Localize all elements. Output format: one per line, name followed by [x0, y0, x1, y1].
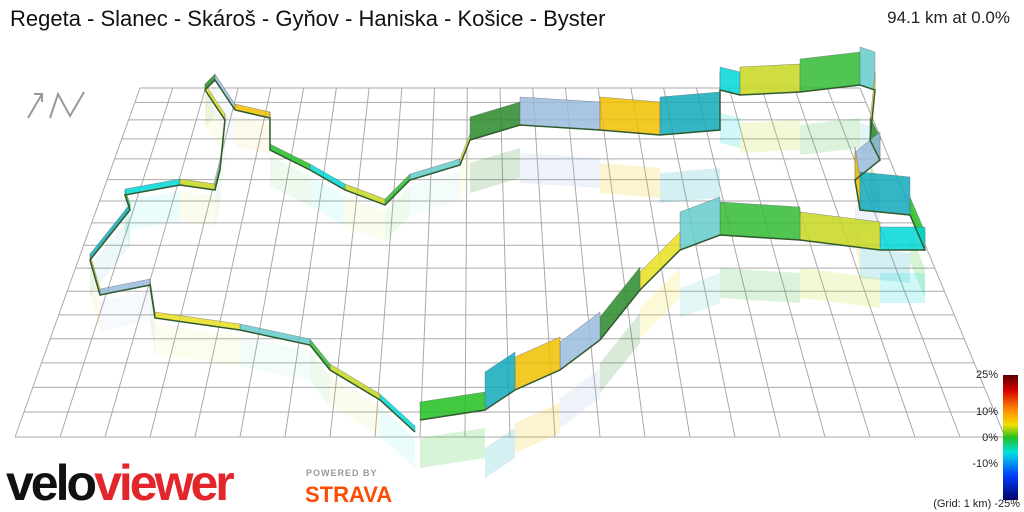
route-wall: [599, 96, 661, 136]
route-shadow: [600, 163, 660, 198]
route-line: [89, 78, 927, 433]
route-shadow: [800, 118, 860, 155]
route: [89, 46, 927, 478]
route-shadow: [90, 266, 100, 331]
route-shadow: [330, 376, 380, 436]
route-shadow: [660, 168, 720, 203]
route-wall: [659, 91, 721, 136]
route-wall: [419, 391, 486, 421]
route-shadow: [205, 96, 225, 156]
legend-label: 0%: [982, 432, 998, 444]
powered-by: POWERED BY: [306, 468, 378, 478]
grid-line: [419, 87, 436, 438]
route-shadow: [380, 406, 415, 468]
route-shadow: [310, 176, 345, 226]
route-shadow: [220, 126, 225, 206]
route-shadow: [270, 156, 310, 206]
route-wall: [484, 351, 516, 411]
legend-label: 25%: [976, 369, 998, 381]
route-shadow: [680, 273, 720, 318]
route-shadow: [90, 216, 130, 296]
grid-line: [329, 87, 370, 438]
route-shadow: [640, 268, 680, 338]
route-shadow: [150, 291, 155, 354]
grid-line: [284, 87, 337, 438]
route-shadow: [155, 324, 240, 366]
grid-line: [194, 87, 272, 438]
route-wall: [879, 226, 926, 251]
grid-line: [464, 87, 468, 438]
route-wall: [739, 63, 801, 96]
route-wall: [859, 46, 876, 91]
route-shadow: [880, 273, 925, 303]
grid-line: [794, 87, 916, 438]
route-shadow: [470, 148, 520, 193]
grid-line: [826, 87, 961, 438]
grid-line: [728, 87, 826, 438]
route-shadow: [180, 191, 215, 226]
route-shadow: [485, 428, 515, 478]
grid-line: [859, 87, 1006, 438]
route-wall: [469, 101, 521, 141]
route-shadow: [345, 196, 385, 241]
legend-label: -10%: [972, 458, 998, 470]
logo-viewer: viewer: [94, 455, 234, 511]
route-shadow: [235, 116, 270, 154]
grid-line: [239, 87, 305, 438]
grid-line: [695, 87, 781, 438]
route-shadow: [860, 248, 910, 283]
route-title: Regeta - Slanec - Skároš - Gyňov - Hanis…: [10, 6, 606, 31]
route-shadow: [385, 186, 410, 241]
route-shadow: [560, 368, 600, 428]
route-shadow: [520, 153, 600, 188]
grid-line: [374, 87, 403, 438]
route-shadow: [240, 336, 310, 381]
route-wall: [179, 178, 216, 191]
route-shadow: [460, 146, 470, 201]
route-shadow: [515, 403, 560, 453]
logo-velo: velo: [6, 455, 96, 511]
grid-line: [59, 87, 174, 438]
route-shadow: [215, 86, 235, 146]
grid-line: [14, 87, 141, 438]
route-stats: 94.1 km at 0.0%: [887, 8, 1010, 27]
route-shadow: [100, 291, 150, 331]
route-shadow: [215, 176, 220, 226]
route-wall: [859, 171, 911, 216]
route-shadow: [720, 268, 800, 303]
grid-line: [663, 87, 736, 438]
logo: veloviewer: [6, 455, 234, 511]
route-shadow: [740, 120, 800, 153]
route-shadow: [205, 86, 215, 126]
route-wall: [719, 201, 801, 241]
grid-line: [564, 87, 601, 438]
route-shadow: [420, 428, 485, 468]
grid-line: [532, 87, 556, 438]
strava-logo: STRAVA: [305, 482, 392, 507]
grid-line: [104, 87, 206, 438]
grid-line: [597, 87, 646, 438]
route-shadow: [800, 268, 880, 308]
grid-line: [761, 87, 871, 438]
gradient-scale: [1003, 375, 1018, 500]
route-shadow: [720, 113, 740, 148]
route-shadow: [600, 313, 640, 393]
route-wall: [514, 336, 561, 391]
route-shadow: [310, 351, 330, 406]
north-icon: [27, 91, 85, 119]
route-shadow: [125, 191, 180, 231]
route-wall: [559, 311, 601, 371]
route-shadow: [410, 171, 460, 216]
grid-line: [149, 87, 239, 438]
legend-label: (Grid: 1 km) -25%: [933, 498, 1020, 510]
legend-label: 10%: [976, 406, 998, 418]
